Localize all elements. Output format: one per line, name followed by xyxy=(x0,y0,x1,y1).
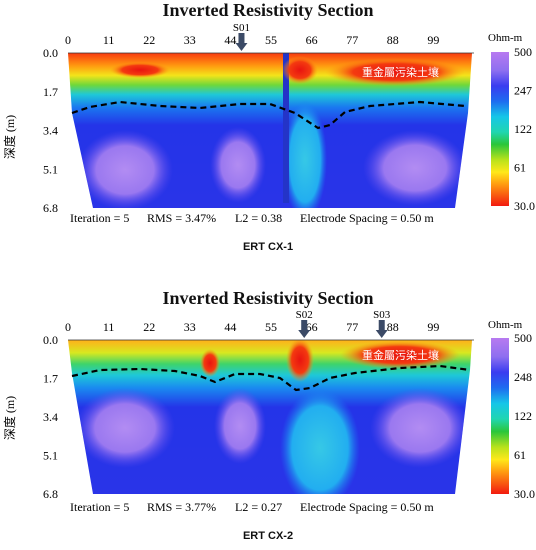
chart-title: Inverted Resistivity Section xyxy=(162,0,374,20)
y-tick-label: 1.7 xyxy=(43,85,58,99)
contamination-boundary-line xyxy=(71,100,466,130)
x-tick-label: 77 xyxy=(346,320,358,334)
colorbar-tick-label: 500 xyxy=(514,45,532,59)
chart-title: Inverted Resistivity Section xyxy=(162,288,374,308)
colorbar-tick-label: 122 xyxy=(514,409,532,423)
borehole-label: S03 xyxy=(373,309,391,321)
section-panel-1: Inverted Resistivity Section xyxy=(2,0,535,253)
colorbar-tick-label: 122 xyxy=(514,122,532,136)
colorbar-tick-label: 30.0 xyxy=(514,199,535,213)
y-tick-label: 5.1 xyxy=(43,162,58,176)
y-tick-label: 6.8 xyxy=(43,201,58,215)
y-axis-label: 深度 (m) xyxy=(2,396,17,440)
y-tick-label: 0.0 xyxy=(43,46,58,60)
x-tick-label: 22 xyxy=(143,320,155,334)
section-panel-2: Inverted Resistivity Section xyxy=(0,285,536,550)
iteration-text: Iteration = 5 xyxy=(70,500,129,514)
borehole-label: S01 xyxy=(233,22,250,34)
arrow-down-icon xyxy=(375,320,388,338)
x-tick-label: 44 xyxy=(224,33,236,47)
colorbar-ticks: 500 248 122 61 30.0 xyxy=(514,331,535,501)
x-axis-ticks: 0 11 22 33 44 55 66 77 88 99 xyxy=(65,320,439,334)
borehole-marker: S02 xyxy=(296,309,313,338)
contamination-boundary-line xyxy=(71,364,471,392)
x-tick-label: 55 xyxy=(265,33,277,47)
y-axis-ticks: 0.0 1.7 3.4 5.1 6.8 xyxy=(43,46,58,215)
resistivity-chart: 0 11 22 33 44 55 66 77 88 99 0.0 1.7 3.4 5.1 6.8 深度 (… xyxy=(2,22,535,225)
colorbar-unit: Ohm-m xyxy=(488,32,523,44)
colorbar-unit: Ohm-m xyxy=(488,319,523,331)
borehole-markers: S02 S03 xyxy=(296,309,391,338)
colorbar-tick-label: 61 xyxy=(514,448,526,462)
contamination-annotation: 重金屬污染土壤 xyxy=(362,348,439,362)
x-tick-label: 0 xyxy=(65,33,71,47)
x-tick-label: 99 xyxy=(427,320,439,334)
colorbar xyxy=(491,52,509,206)
rms-text: RMS = 3.77% xyxy=(147,500,216,514)
colorbar-tick-label: 30.0 xyxy=(514,487,535,501)
x-tick-label: 66 xyxy=(306,33,318,47)
y-axis-ticks: 0.0 1.7 3.4 5.1 6.8 xyxy=(43,333,58,501)
x-tick-label: 0 xyxy=(65,320,71,334)
colorbar-tick-label: 247 xyxy=(514,84,532,98)
rms-text: RMS = 3.47% xyxy=(147,211,216,225)
x-tick-label: 22 xyxy=(143,33,155,47)
electrode-spacing-text: Electrode Spacing = 0.50 m xyxy=(300,211,434,225)
resistivity-section-body xyxy=(68,53,472,208)
section-caption: ERT CX-1 xyxy=(242,241,294,253)
borehole-marker: S03 xyxy=(373,309,391,338)
iteration-text: Iteration = 5 xyxy=(70,211,129,225)
x-tick-label: 88 xyxy=(387,320,399,334)
x-tick-label: 33 xyxy=(184,320,196,334)
l2-text: L2 = 0.38 xyxy=(235,211,282,225)
x-tick-label: 44 xyxy=(224,320,236,334)
electrode-spacing-text: Electrode Spacing = 0.50 m xyxy=(300,500,434,514)
y-tick-label: 1.7 xyxy=(43,372,58,386)
l2-text: L2 = 0.27 xyxy=(235,500,282,514)
x-tick-label: 55 xyxy=(265,320,277,334)
x-tick-label: 11 xyxy=(103,33,115,47)
colorbar-tick-label: 61 xyxy=(514,161,526,175)
x-tick-label: 99 xyxy=(427,33,439,47)
borehole-markers: S01 xyxy=(233,22,250,51)
resistivity-chart: 0 11 22 33 44 55 66 77 88 99 0.01.73.45.16.8 深度 (… xyxy=(2,309,535,514)
colorbar-ticks: 500 247 122 61 30.0 xyxy=(514,45,535,213)
resistivity-section-body xyxy=(68,340,472,494)
y-tick-label: 3.4 xyxy=(43,410,58,424)
colorbar-tick-label: 500 xyxy=(514,331,532,345)
y-tick-label: 6.8 xyxy=(43,487,58,501)
y-tick-label: 5.1 xyxy=(43,449,58,463)
colorbar xyxy=(491,338,509,494)
x-tick-label: 33 xyxy=(184,33,196,47)
arrow-down-icon xyxy=(235,33,248,51)
contamination-annotation: 重金屬污染土壤 xyxy=(362,65,439,79)
x-tick-label: 11 xyxy=(103,320,115,334)
y-axis-label: 深度 (m) xyxy=(2,115,17,159)
x-tick-label: 88 xyxy=(387,33,399,47)
y-tick-label: 3.4 xyxy=(43,124,58,138)
x-tick-label: 77 xyxy=(346,33,358,47)
section-caption: ERT CX-2 xyxy=(242,530,294,542)
borehole-label: S02 xyxy=(296,309,313,321)
borehole-marker: S01 xyxy=(233,22,250,51)
x-axis-ticks: 0 11 22 33 44 55 66 77 88 99 xyxy=(65,33,439,47)
y-tick-label: 0.0 xyxy=(43,333,58,347)
colorbar-tick-label: 248 xyxy=(514,370,532,384)
arrow-down-icon xyxy=(298,320,311,338)
